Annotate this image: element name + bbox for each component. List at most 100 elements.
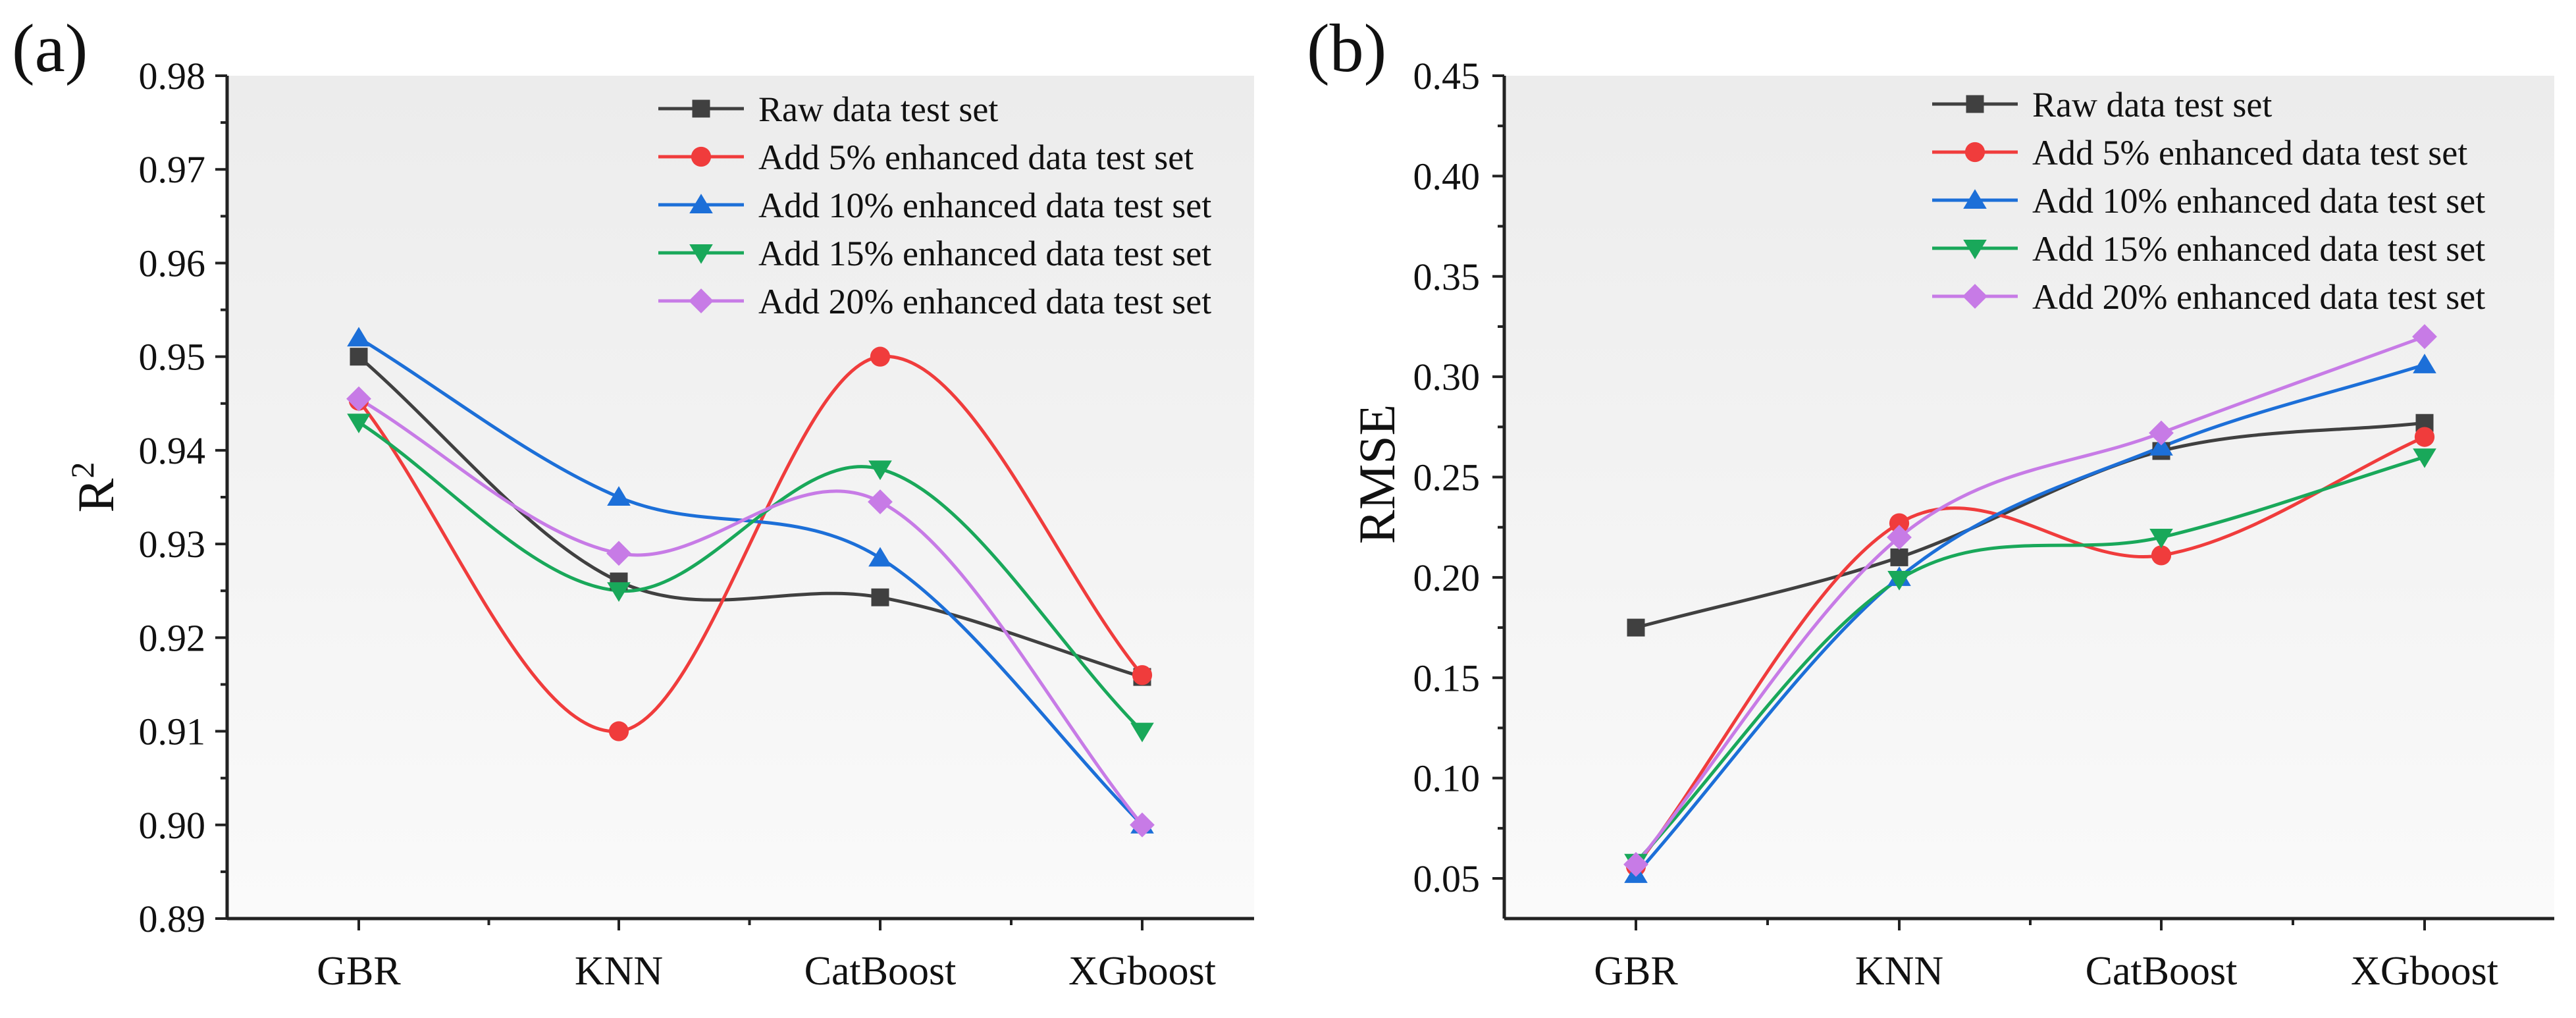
- legend-item: Raw data test set: [1932, 85, 2272, 124]
- legend-item: Add 20% enhanced data test set: [1932, 277, 2485, 317]
- legend-label: Add 20% enhanced data test set: [2032, 277, 2485, 317]
- series-add-5pct-enhanced-data-test-set: [1635, 435, 2426, 868]
- y-axis-title-superscript: 2: [64, 462, 101, 478]
- series-add-15pct-enhanced-data-test-set: [1635, 455, 2425, 864]
- y-axis-title: RMSE: [1348, 404, 1406, 544]
- data-point-diamond-marker: [606, 541, 631, 566]
- data-point-inverted-triangle-marker: [607, 582, 631, 602]
- legend-item: Add 10% enhanced data test set: [658, 186, 1211, 225]
- legend-label: Add 5% enhanced data test set: [2032, 133, 2467, 173]
- data-point-diamond-marker: [1623, 851, 1648, 877]
- legend-label: Add 20% enhanced data test set: [758, 282, 1211, 321]
- data-point-square-marker: [871, 588, 889, 606]
- data-point-circle-marker: [608, 721, 629, 741]
- y-tick-label: 0.89: [139, 897, 206, 940]
- series-line: [357, 421, 1143, 733]
- panel-label: (a): [12, 11, 88, 86]
- series-add-10pct-enhanced-data-test-set: [357, 336, 1143, 826]
- data-point-diamond-marker: [1130, 812, 1155, 838]
- legend-item: Add 15% enhanced data test set: [1932, 229, 2485, 269]
- x-tick-label: GBR: [1594, 949, 1678, 994]
- x-tick-label: CatBoost: [2086, 949, 2238, 994]
- data-point-inverted-triangle-marker: [347, 414, 371, 433]
- y-tick-label: 0.90: [139, 804, 206, 847]
- y-tick-label: 0.10: [1413, 757, 1481, 800]
- x-tick-label: XGboost: [2351, 949, 2498, 994]
- legend-item: Add 5% enhanced data test set: [1932, 133, 2467, 173]
- x-tick-label: KNN: [1855, 949, 1943, 994]
- y-tick-label: 0.40: [1413, 155, 1481, 198]
- data-point-triangle-marker: [868, 547, 892, 567]
- series-line: [1635, 363, 2425, 876]
- panel-a: 0.89 0.90 0.91 0.92 0.93 0.94 0.95 0.96 0.97 0.98…: [12, 11, 1254, 994]
- legend-diamond-marker: [689, 288, 714, 313]
- y-tick-label: 0.96: [139, 242, 206, 284]
- legend-triangle-marker: [689, 194, 713, 213]
- x-tick-label: GBR: [317, 949, 401, 994]
- x-tick-label: XGboost: [1068, 949, 1216, 994]
- y-axis-title-text: RMSE: [1348, 404, 1406, 544]
- data-point-triangle-marker: [347, 327, 371, 347]
- y-tick-label: 0.45: [1413, 55, 1481, 97]
- data-point-inverted-triangle-marker: [2149, 528, 2173, 549]
- legend-square-marker: [692, 99, 710, 118]
- legend-label: Raw data test set: [758, 90, 998, 129]
- data-point-square-marker: [1627, 618, 1645, 637]
- legend-item: Add 10% enhanced data test set: [1932, 181, 2485, 221]
- series-line: [1635, 435, 2426, 868]
- x-tick-label: KNN: [575, 949, 663, 994]
- data-point-diamond-marker: [2412, 324, 2437, 350]
- legend-item: Add 20% enhanced data test set: [658, 282, 1211, 321]
- series-add-5pct-enhanced-data-test-set: [357, 355, 1143, 734]
- y-tick-label: 0.25: [1413, 456, 1481, 499]
- data-point-inverted-triangle-marker: [1130, 722, 1154, 743]
- data-point-diamond-marker: [1887, 525, 1912, 550]
- legend: Raw data test set Add 5% enhanced data te…: [1932, 85, 2485, 317]
- series-markers-add-15pct-enhanced-data-test-set: [347, 414, 1154, 743]
- legend-inverted-triangle-marker: [1963, 240, 1987, 259]
- legend: Raw data test set Add 5% enhanced data te…: [658, 90, 1211, 321]
- x-tick-label: CatBoost: [804, 949, 957, 994]
- y-tick-label: 0.15: [1413, 656, 1481, 699]
- legend-circle-marker: [691, 146, 712, 167]
- data-point-inverted-triangle-marker: [1887, 570, 1911, 591]
- legend-item: Add 15% enhanced data test set: [658, 234, 1211, 273]
- legend-item: Raw data test set: [658, 90, 998, 129]
- panel-b: 0.05 0.10 0.15 0.20 0.25 0.30 0.35 0.40 0.45 GBR K…: [1307, 11, 2554, 994]
- legend-label: Add 15% enhanced data test set: [2032, 229, 2485, 269]
- legend-label: Add 5% enhanced data test set: [758, 138, 1194, 177]
- data-point-inverted-triangle-marker: [2413, 448, 2436, 468]
- legend-item: Add 5% enhanced data test set: [658, 138, 1194, 177]
- data-point-diamond-marker: [346, 386, 371, 412]
- data-point-square-marker: [350, 348, 368, 366]
- series-line: [1635, 421, 2425, 630]
- legend-inverted-triangle-marker: [689, 244, 713, 264]
- legend-label: Add 15% enhanced data test set: [758, 234, 1211, 273]
- data-point-circle-marker: [2414, 427, 2435, 447]
- legend-square-marker: [1966, 95, 1984, 113]
- data-point-triangle-marker: [2413, 354, 2436, 373]
- y-tick-label: 0.05: [1413, 857, 1481, 900]
- legend-triangle-marker: [1963, 189, 1987, 209]
- y-tick-label: 0.20: [1413, 556, 1481, 599]
- y-tick-label: 0.35: [1413, 255, 1481, 298]
- y-tick-label: 0.98: [139, 55, 206, 97]
- y-tick-label: 0.95: [139, 336, 206, 379]
- data-point-inverted-triangle-marker: [868, 460, 892, 481]
- panel-label: (b): [1307, 11, 1386, 86]
- series-line: [1635, 335, 2425, 866]
- y-tick-label: 0.97: [139, 148, 206, 191]
- plot-area: [1504, 76, 2554, 919]
- series-raw-data-test-set: [1635, 421, 2425, 630]
- y-tick-label: 0.93: [139, 523, 206, 566]
- legend-label: Raw data test set: [2032, 85, 2272, 124]
- y-tick-label: 0.92: [139, 616, 206, 659]
- series-line: [357, 355, 1143, 734]
- series-add-10pct-enhanced-data-test-set: [1635, 363, 2425, 876]
- legend-circle-marker: [1964, 142, 1985, 163]
- data-point-triangle-marker: [2149, 436, 2173, 456]
- series-add-20pct-enhanced-data-test-set: [357, 397, 1143, 826]
- series-markers-add-20pct-enhanced-data-test-set: [346, 386, 1155, 838]
- data-point-circle-marker: [1132, 665, 1153, 685]
